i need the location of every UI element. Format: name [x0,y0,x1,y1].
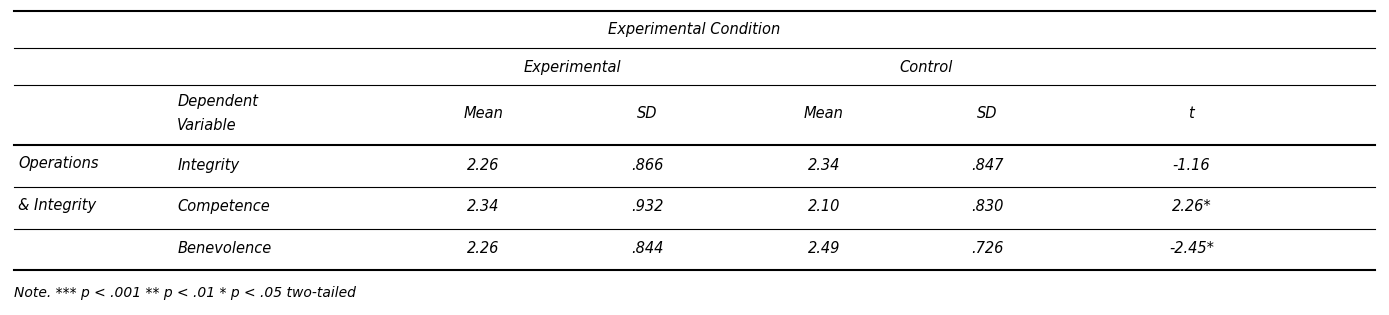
Text: .866: .866 [631,158,663,173]
Text: 2.10: 2.10 [807,199,840,215]
Text: .830: .830 [971,199,1003,215]
Text: Integrity: Integrity [178,158,239,173]
Text: 2.26: 2.26 [467,158,500,173]
Text: Note. *** p < .001 ** p < .01 * p < .05 two-tailed: Note. *** p < .001 ** p < .01 * p < .05 … [14,286,356,300]
Text: Experimental: Experimental [524,60,621,76]
Text: Mean: Mean [464,106,503,121]
Text: Experimental Condition: Experimental Condition [608,22,781,37]
Text: -2.45*: -2.45* [1170,241,1214,256]
Text: 2.49: 2.49 [807,241,840,256]
Text: 2.34: 2.34 [807,158,840,173]
Text: SD: SD [976,106,997,121]
Text: 2.26*: 2.26* [1171,199,1211,215]
Text: .847: .847 [971,158,1003,173]
Text: Operations: Operations [18,156,99,171]
Text: t: t [1189,106,1195,121]
Text: .726: .726 [971,241,1003,256]
Text: Dependent: Dependent [178,94,258,109]
Text: Control: Control [899,60,953,76]
Text: .844: .844 [631,241,663,256]
Text: Mean: Mean [804,106,843,121]
Text: SD: SD [636,106,657,121]
Text: 2.34: 2.34 [467,199,500,215]
Text: 2.26: 2.26 [467,241,500,256]
Text: Competence: Competence [178,199,269,215]
Text: & Integrity: & Integrity [18,198,96,213]
Text: -1.16: -1.16 [1172,158,1210,173]
Text: .932: .932 [631,199,663,215]
Text: Benevolence: Benevolence [178,241,271,256]
Text: Variable: Variable [178,118,238,133]
